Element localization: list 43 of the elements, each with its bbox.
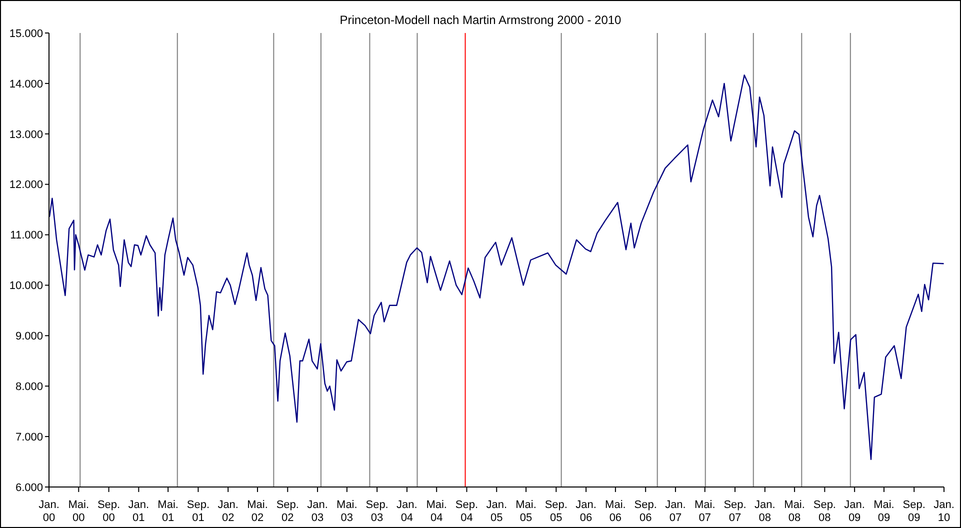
x-tick-label: Mai. 06 — [605, 498, 626, 524]
y-tick-label: 9.000 — [15, 330, 43, 343]
x-tick-label: Sep. 09 — [902, 498, 926, 524]
x-tick-label: Sep. 02 — [276, 498, 299, 524]
x-tick-label: Mai. 05 — [516, 498, 536, 524]
x-tick-label: Mai. 00 — [68, 498, 90, 524]
y-tick-label: 8.000 — [15, 381, 43, 394]
x-tick-label: Mai. 08 — [784, 498, 805, 524]
x-tick-label: Mai. 03 — [336, 498, 358, 524]
x-tick-label: Mai. 02 — [247, 498, 268, 524]
x-tick-label: Jan. 06 — [576, 498, 596, 524]
chart-title: Princeton-Modell nach Martin Armstrong 2000 - 2010 — [338, 13, 622, 27]
x-tick-label: Jan. 01 — [128, 498, 150, 524]
x-tick-label: Sep. 04 — [455, 498, 478, 524]
x-tick-label: Sep. 01 — [186, 498, 210, 524]
y-tick-label: 13.000 — [9, 128, 43, 141]
x-tick-label: Sep. 07 — [724, 498, 746, 524]
x-tick-label: Sep. 06 — [634, 498, 657, 524]
x-tick-label: Jan. 07 — [665, 498, 686, 524]
x-tick-label: Mai. 04 — [426, 498, 447, 524]
x-tick-label: Sep. 08 — [813, 498, 836, 524]
x-tick-label: Jan. 10 — [934, 498, 954, 524]
x-tick-label: Jan. 09 — [844, 498, 865, 524]
x-tick-label: Jan. 02 — [218, 498, 238, 524]
line-series — [49, 74, 944, 460]
y-tick-label: 6.000 — [15, 482, 43, 494]
y-tick-label: 11.000 — [10, 230, 43, 242]
x-tick-label: Jan. 08 — [754, 498, 776, 524]
x-tick-label: Mai. 01 — [158, 498, 178, 524]
y-tick-label: 7.000 — [15, 431, 43, 444]
x-tick-label: Jan. 05 — [486, 498, 508, 524]
x-tick-label: Jan. 00 — [38, 498, 60, 524]
x-tick-label: Sep. 00 — [97, 498, 120, 524]
x-tick-label: Mai. 09 — [874, 498, 894, 524]
y-tick-label: 14.000 — [9, 78, 43, 90]
x-tick-label: Sep. 03 — [366, 498, 388, 524]
y-tick-label: 15.000 — [9, 28, 43, 40]
x-tick-label: Jan. 03 — [307, 498, 328, 524]
x-tick-label: Jan. 04 — [396, 498, 418, 524]
y-tick-label: 12.000 — [9, 179, 43, 192]
x-tick-label: Mai. 07 — [694, 498, 716, 524]
y-tick-label: 10.000 — [9, 280, 43, 292]
x-tick-label: Sep. 05 — [544, 498, 568, 524]
